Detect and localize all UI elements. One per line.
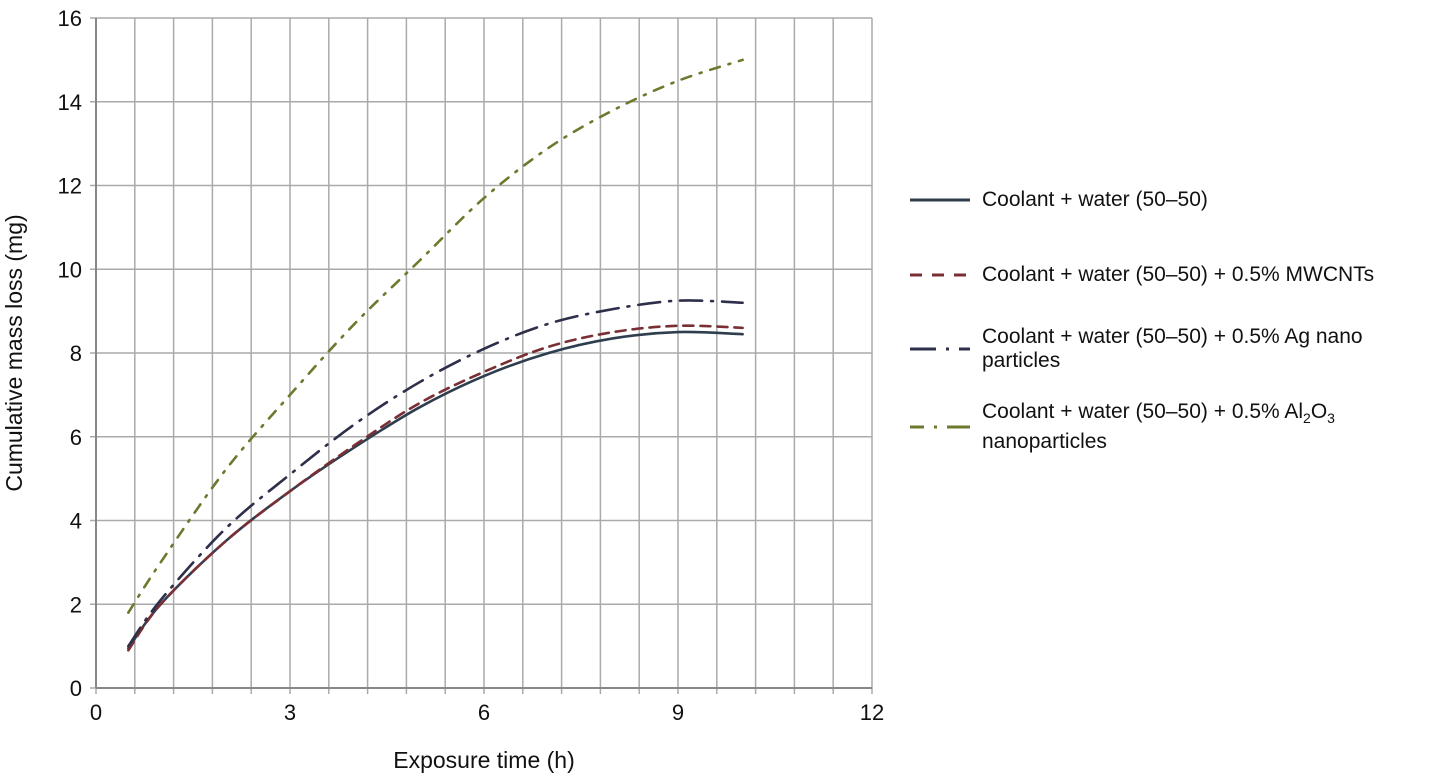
legend-label: Coolant + water (50–50) + 0.5% Al2O3 nan… [982, 400, 1335, 454]
legend-item-coolant-water: Coolant + water (50–50) [910, 188, 1208, 212]
legend-label: Coolant + water (50–50) + 0.5% Ag nano p… [982, 325, 1363, 373]
svg-text:16: 16 [58, 6, 82, 31]
dash-dot-line-swatch-icon [910, 425, 970, 429]
svg-text:12: 12 [860, 700, 884, 725]
solid-line-swatch-icon [910, 198, 970, 202]
svg-text:2: 2 [70, 592, 82, 617]
chart-grid [90, 17, 873, 694]
dashed-line-swatch-icon [910, 273, 970, 277]
svg-text:10: 10 [58, 257, 82, 282]
legend-label-line2: particles [982, 349, 1061, 372]
svg-text:3: 3 [284, 700, 296, 725]
svg-text:6: 6 [478, 700, 490, 725]
series-line-1 [127, 324, 744, 652]
svg-text:0: 0 [70, 676, 82, 701]
series-line-0 [127, 330, 744, 650]
legend-label: Coolant + water (50–50) + 0.5% MWCNTs [982, 263, 1375, 286]
series-line-3 [127, 58, 744, 614]
legend-label-line1: Coolant + water (50–50) + 0.5% Al2O3 [982, 400, 1335, 427]
svg-text:6: 6 [70, 425, 82, 450]
svg-text:4: 4 [70, 509, 82, 534]
svg-text:9: 9 [672, 700, 684, 725]
legend-item-al2o3-nanoparticles: Coolant + water (50–50) + 0.5% Al2O3 nan… [910, 400, 1335, 454]
dash-dot-line-swatch-icon [910, 347, 970, 351]
svg-text:12: 12 [58, 174, 82, 199]
legend-label-line2: nanoparticles [982, 430, 1107, 454]
chart-series [127, 58, 744, 652]
x-axis-title: Exposure time (h) [393, 747, 575, 773]
y-axis-title: Cumulative mass loss (mg) [1, 214, 27, 491]
legend-item-ag-nanoparticles: Coolant + water (50–50) + 0.5% Ag nano p… [910, 325, 1363, 373]
legend-item-mwcnts: Coolant + water (50–50) + 0.5% MWCNTs [910, 263, 1374, 287]
series-line-2 [127, 299, 744, 648]
svg-text:14: 14 [58, 90, 82, 115]
svg-text:0: 0 [90, 700, 102, 725]
legend-label-line1: Coolant + water (50–50) + 0.5% Ag nano [982, 325, 1363, 348]
svg-text:8: 8 [70, 341, 82, 366]
chart-axes [95, 18, 872, 689]
legend-label: Coolant + water (50–50) [982, 188, 1208, 211]
axis-tick-labels: 0 3 6 9 12 0 2 4 6 8 10 12 14 16 [58, 6, 885, 725]
